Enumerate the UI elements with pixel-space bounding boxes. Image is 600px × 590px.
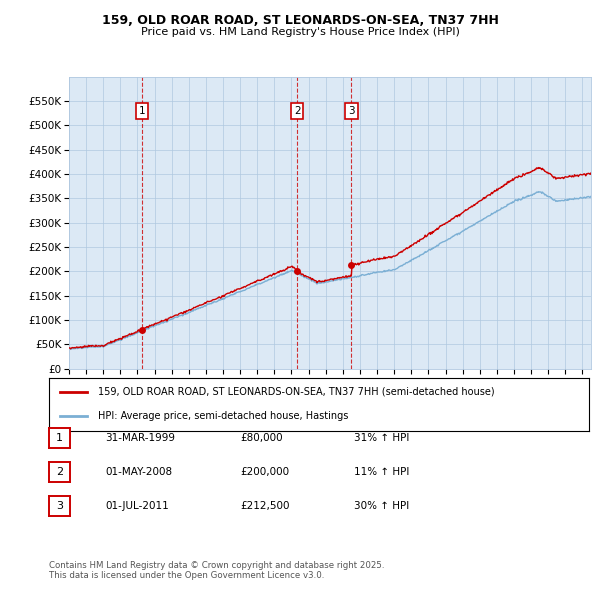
Text: 3: 3 xyxy=(56,502,63,511)
Text: Price paid vs. HM Land Registry's House Price Index (HPI): Price paid vs. HM Land Registry's House … xyxy=(140,27,460,37)
Text: 30% ↑ HPI: 30% ↑ HPI xyxy=(354,502,409,511)
Text: 2: 2 xyxy=(294,106,301,116)
Text: 2: 2 xyxy=(56,467,63,477)
Text: HPI: Average price, semi-detached house, Hastings: HPI: Average price, semi-detached house,… xyxy=(98,411,348,421)
Text: 01-JUL-2011: 01-JUL-2011 xyxy=(105,502,169,511)
Text: 01-MAY-2008: 01-MAY-2008 xyxy=(105,467,172,477)
Text: 1: 1 xyxy=(56,433,63,442)
Text: £212,500: £212,500 xyxy=(240,502,290,511)
Text: 3: 3 xyxy=(348,106,355,116)
Text: £200,000: £200,000 xyxy=(240,467,289,477)
Text: 159, OLD ROAR ROAD, ST LEONARDS-ON-SEA, TN37 7HH: 159, OLD ROAR ROAD, ST LEONARDS-ON-SEA, … xyxy=(101,14,499,27)
Text: 31% ↑ HPI: 31% ↑ HPI xyxy=(354,433,409,442)
Text: 31-MAR-1999: 31-MAR-1999 xyxy=(105,433,175,442)
Text: 11% ↑ HPI: 11% ↑ HPI xyxy=(354,467,409,477)
Text: 159, OLD ROAR ROAD, ST LEONARDS-ON-SEA, TN37 7HH (semi-detached house): 159, OLD ROAR ROAD, ST LEONARDS-ON-SEA, … xyxy=(98,387,494,397)
Text: 1: 1 xyxy=(139,106,145,116)
Text: £80,000: £80,000 xyxy=(240,433,283,442)
Text: Contains HM Land Registry data © Crown copyright and database right 2025.
This d: Contains HM Land Registry data © Crown c… xyxy=(49,560,385,580)
